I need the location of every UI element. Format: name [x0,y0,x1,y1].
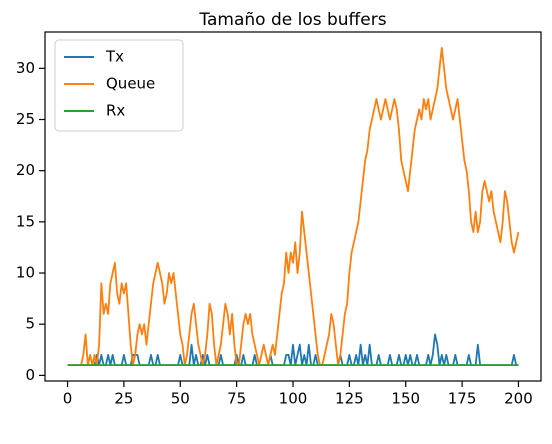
y-tick-label: 30 [16,59,35,77]
y-tick-label: 10 [16,264,35,282]
legend-label: Rx [106,102,125,120]
y-tick-label: 20 [16,161,35,179]
x-tick-label: 125 [335,390,364,408]
x-tick-label: 200 [504,390,533,408]
chart-title: Tamaño de los buffers [198,10,386,30]
x-tick-label: 175 [448,390,477,408]
legend-frame [54,39,184,132]
x-tick-label: 150 [391,390,420,408]
x-tick-label: 25 [114,390,133,408]
x-tick-label: 50 [171,390,190,408]
y-tick-label: 5 [25,315,35,333]
series-line [67,46,520,367]
y-tick-label: 15 [16,212,35,230]
x-tick-label: 75 [227,390,246,408]
y-tick-label: 0 [25,366,35,384]
x-tick-label: 100 [279,390,308,408]
legend-label: Tx [105,48,124,66]
axes-frame [44,31,542,382]
x-tick-label: 0 [63,390,73,408]
legend-label: Queue [106,75,155,93]
y-tick-label: 25 [16,110,35,128]
